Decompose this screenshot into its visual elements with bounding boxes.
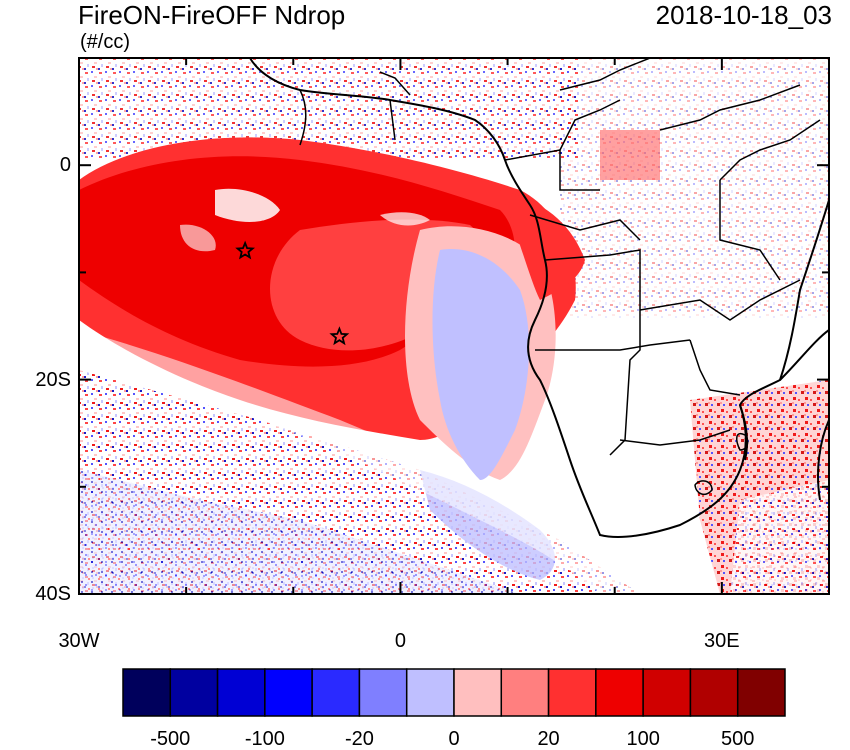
colorbar-swatch [547,668,597,717]
y-tick-label: 0 [59,154,71,177]
colorbar-swatch [122,668,172,717]
timestamp-label: 2018-10-18_03 [655,0,832,30]
colorbar-swatch [311,668,361,717]
colorbar-label: 0 [448,728,460,750]
plot-frame [78,57,830,595]
data-field [79,58,829,594]
colorbar-swatch [689,668,739,717]
colorbar-swatch [453,668,503,717]
colorbar-swatch [736,668,786,717]
map-title: FireON-FireOFF Ndrop [78,0,346,30]
colorbar-swatch [405,668,455,717]
x-tick-label: 30E [704,630,740,652]
tick-marks [78,57,830,595]
colorbar-label: 500 [721,728,755,750]
colorbar-swatch [216,668,266,717]
markers [235,240,350,346]
x-tick-label: 30W [58,630,100,652]
colorbar-swatch [264,668,313,717]
coastlines [249,58,829,538]
colorbar-swatch [169,668,219,717]
colorbar-label: -20 [344,728,374,750]
units-label: (#/cc) [80,31,130,53]
colorbar-label: -100 [244,728,285,750]
y-tick-label: 40S [35,583,71,605]
star-marker-north [235,240,256,260]
colorbar-swatch [642,668,692,717]
x-tick-label: 0 [394,630,406,652]
colorbar-swatch [500,668,550,717]
colorbar-label: -500 [150,728,191,750]
colorbar-label: 100 [626,728,660,750]
colorbar [122,668,786,717]
colorbar-swatch [358,668,408,717]
blue-tongue [432,249,530,480]
colorbar-label: 20 [537,728,560,750]
star-marker-south [329,326,350,346]
colorbar-swatch [595,668,644,717]
y-tick-label: 20S [35,368,71,391]
